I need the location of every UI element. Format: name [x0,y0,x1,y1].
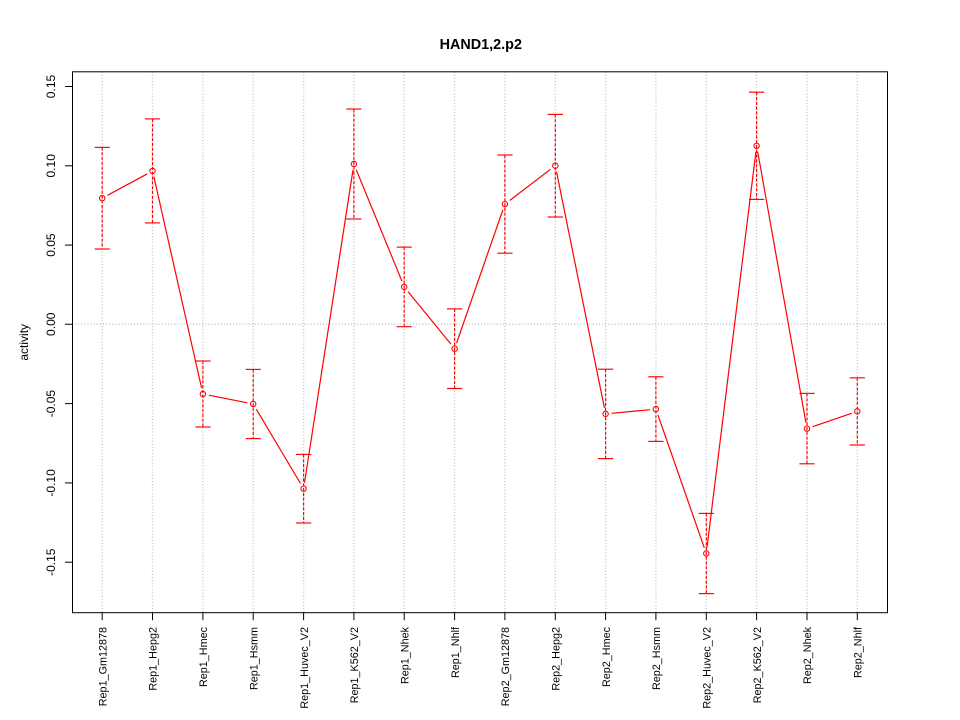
svg-text:-0.05: -0.05 [44,390,58,418]
svg-text:0.15: 0.15 [44,74,58,98]
svg-text:Rep1_Hsmm: Rep1_Hsmm [248,627,260,690]
svg-text:HAND1,2.p2: HAND1,2.p2 [440,37,522,53]
svg-text:Rep2_Huvec_V2: Rep2_Huvec_V2 [702,627,714,709]
svg-text:-0.15: -0.15 [44,548,58,576]
svg-text:Rep1_Huvec_V2: Rep1_Huvec_V2 [299,627,311,709]
svg-text:0.05: 0.05 [44,233,58,257]
svg-text:Rep2_Hmec: Rep2_Hmec [601,626,613,687]
svg-text:Rep2_Hsmm: Rep2_Hsmm [651,627,663,690]
svg-text:Rep1_Gm12878: Rep1_Gm12878 [97,627,109,706]
svg-text:0.00: 0.00 [44,312,58,336]
svg-text:-0.10: -0.10 [44,469,58,497]
svg-text:Rep1_Hepg2: Rep1_Hepg2 [148,627,160,691]
svg-text:activity: activity [17,324,31,361]
svg-text:Rep2_Hepg2: Rep2_Hepg2 [551,627,563,691]
svg-text:Rep1_Nhlf: Rep1_Nhlf [450,626,462,678]
svg-text:Rep2_K562_V2: Rep2_K562_V2 [752,627,764,703]
svg-text:Rep2_Nhek: Rep2_Nhek [802,626,814,684]
svg-text:Rep2_Nhlf: Rep2_Nhlf [853,626,865,678]
svg-text:Rep1_Hmec: Rep1_Hmec [198,626,210,687]
svg-text:Rep1_Nhek: Rep1_Nhek [399,626,411,684]
svg-text:Rep2_Gm12878: Rep2_Gm12878 [500,627,512,706]
svg-text:0.10: 0.10 [44,154,58,178]
svg-text:Rep1_K562_V2: Rep1_K562_V2 [349,627,361,703]
